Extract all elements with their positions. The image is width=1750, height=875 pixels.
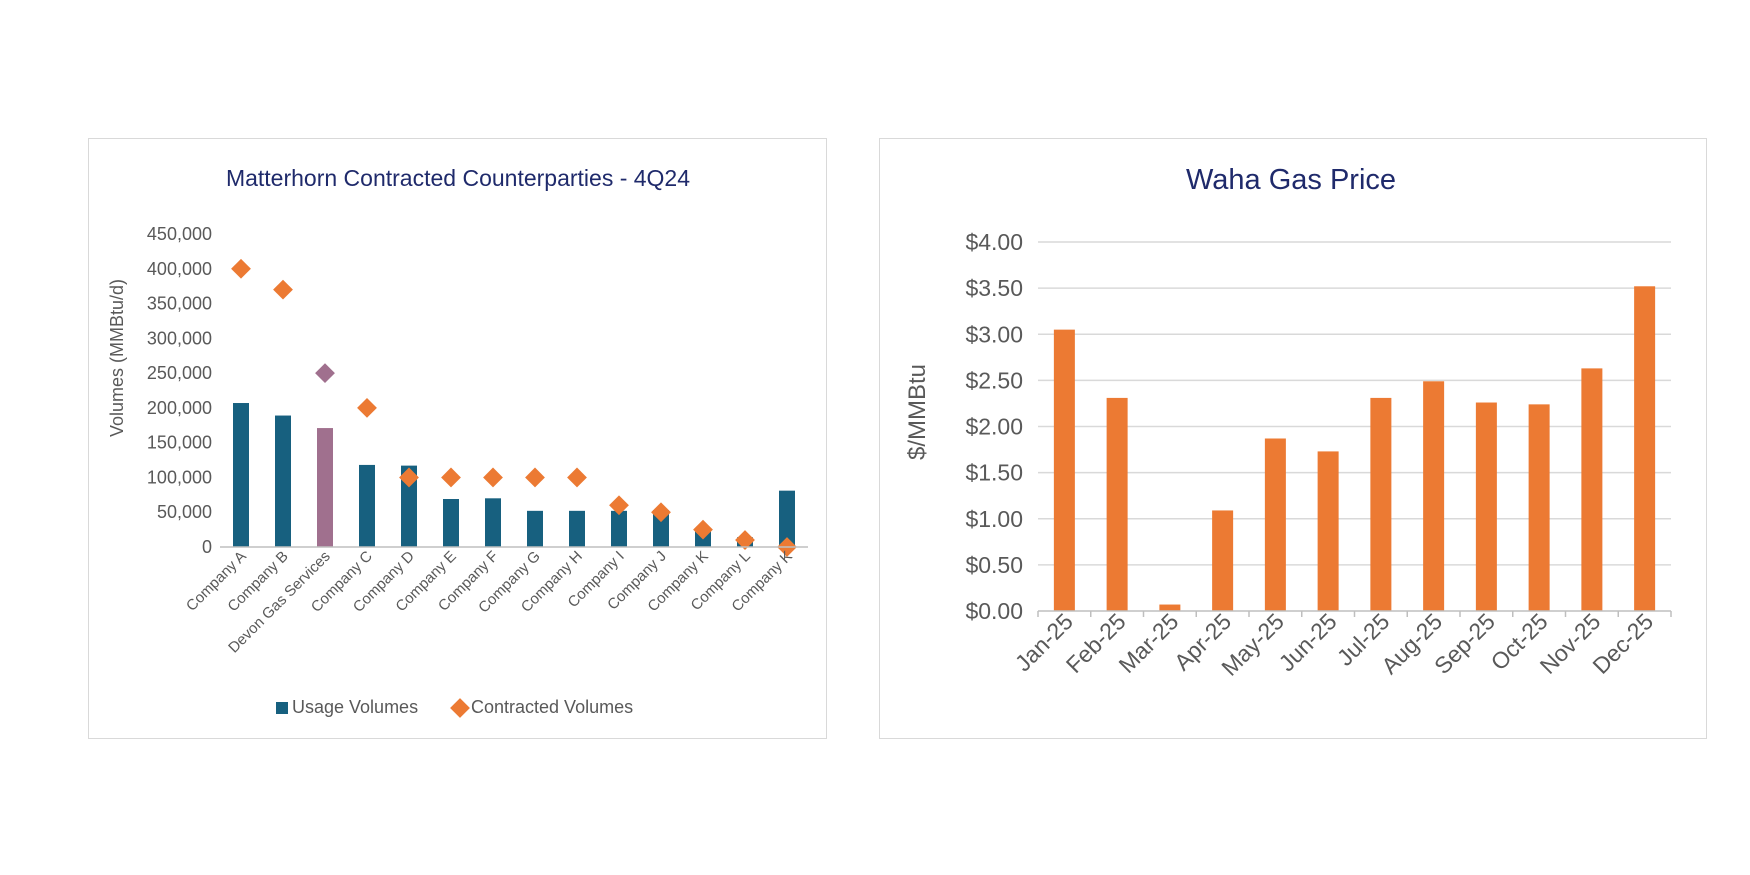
y-tick-label: 50,000 [157, 502, 212, 522]
y-tick-label: $1.50 [965, 460, 1023, 486]
price-bar [1159, 604, 1181, 611]
y-tick-label: $2.50 [965, 367, 1023, 393]
price-bar [1423, 381, 1445, 611]
price-bar [1581, 368, 1603, 611]
price-bar [1317, 451, 1339, 611]
legend-label-usage: Usage Volumes [292, 697, 418, 717]
contracted-point [567, 467, 587, 488]
y-tick-label: $0.00 [965, 598, 1023, 624]
y-tick-label: 250,000 [147, 363, 212, 383]
chart-title: Matterhorn Contracted Counterparties - 4… [226, 165, 690, 191]
x-tick-label: Jun-25 [1274, 608, 1342, 676]
x-tick-label: Sep-25 [1429, 608, 1500, 679]
usage-bar [443, 499, 459, 547]
y-tick-label: $3.50 [965, 275, 1023, 301]
legend-label-contracted: Contracted Volumes [471, 697, 633, 717]
x-tick-label: Dec-25 [1587, 608, 1658, 679]
waha-price-chart-panel: Waha Gas Price $/MMBtu $4.00 $3.50 $3.00 $2… [879, 138, 1707, 739]
contracted-point [693, 519, 713, 540]
contracted-point [399, 467, 419, 488]
contracted-point [231, 258, 251, 279]
y-tick-label: $0.50 [965, 552, 1023, 578]
price-bar [1106, 397, 1128, 611]
y-tick-label: $4.00 [965, 229, 1023, 255]
y-tick-label: 350,000 [147, 294, 212, 314]
chart-title: Waha Gas Price [1186, 164, 1396, 196]
contracted-point [315, 363, 335, 384]
y-tick-label: $3.00 [965, 321, 1023, 347]
legend-swatch-usage [276, 702, 288, 714]
contracted-point [441, 467, 461, 488]
contracted-point [525, 467, 545, 488]
y-tick-label: $1.00 [965, 506, 1023, 532]
y-tick-label: 450,000 [147, 224, 212, 244]
waha-price-chart: Waha Gas Price $/MMBtu $4.00 $3.50 $3.00 $2… [904, 164, 1672, 681]
legend-swatch-contracted [450, 698, 470, 718]
usage-bar [569, 510, 585, 547]
y-tick-label: 400,000 [147, 259, 212, 279]
y-tick-label: $2.00 [965, 414, 1023, 440]
y-axis-label: Volumes (MMBtu/d) [107, 279, 127, 437]
price-bar [1475, 402, 1497, 611]
usage-bar [527, 510, 543, 547]
usage-bar [401, 465, 417, 547]
usage-bar [485, 498, 501, 547]
y-tick-label: 200,000 [147, 398, 212, 418]
contracted-point [609, 495, 629, 516]
price-bar [1528, 404, 1550, 611]
price-bar [1370, 397, 1392, 611]
usage-bar [275, 415, 291, 547]
x-tick-label: Mar-25 [1114, 608, 1184, 678]
counterparties-chart-panel: Matterhorn Contracted Counterparties - 4… [88, 138, 827, 739]
y-tick-label: 300,000 [147, 328, 212, 348]
usage-bar [233, 403, 249, 547]
y-tick-label: 150,000 [147, 433, 212, 453]
y-tick-label: 0 [202, 537, 212, 557]
counterparties-chart: Matterhorn Contracted Counterparties - 4… [107, 165, 808, 718]
price-bar [1053, 329, 1075, 611]
price-bar [1212, 510, 1234, 611]
usage-bar [611, 510, 627, 547]
usage-bar [653, 510, 669, 547]
contracted-point [357, 397, 377, 418]
contracted-point [273, 279, 293, 300]
contracted-point [483, 467, 503, 488]
price-bar [1634, 286, 1656, 611]
usage-bar [359, 464, 375, 547]
usage-bar [317, 428, 333, 547]
price-bar [1264, 438, 1286, 611]
y-axis-label: $/MMBtu [904, 364, 931, 460]
usage-bar [779, 490, 795, 547]
legend: Usage Volumes Contracted Volumes [276, 697, 633, 718]
y-tick-label: 100,000 [147, 467, 212, 487]
